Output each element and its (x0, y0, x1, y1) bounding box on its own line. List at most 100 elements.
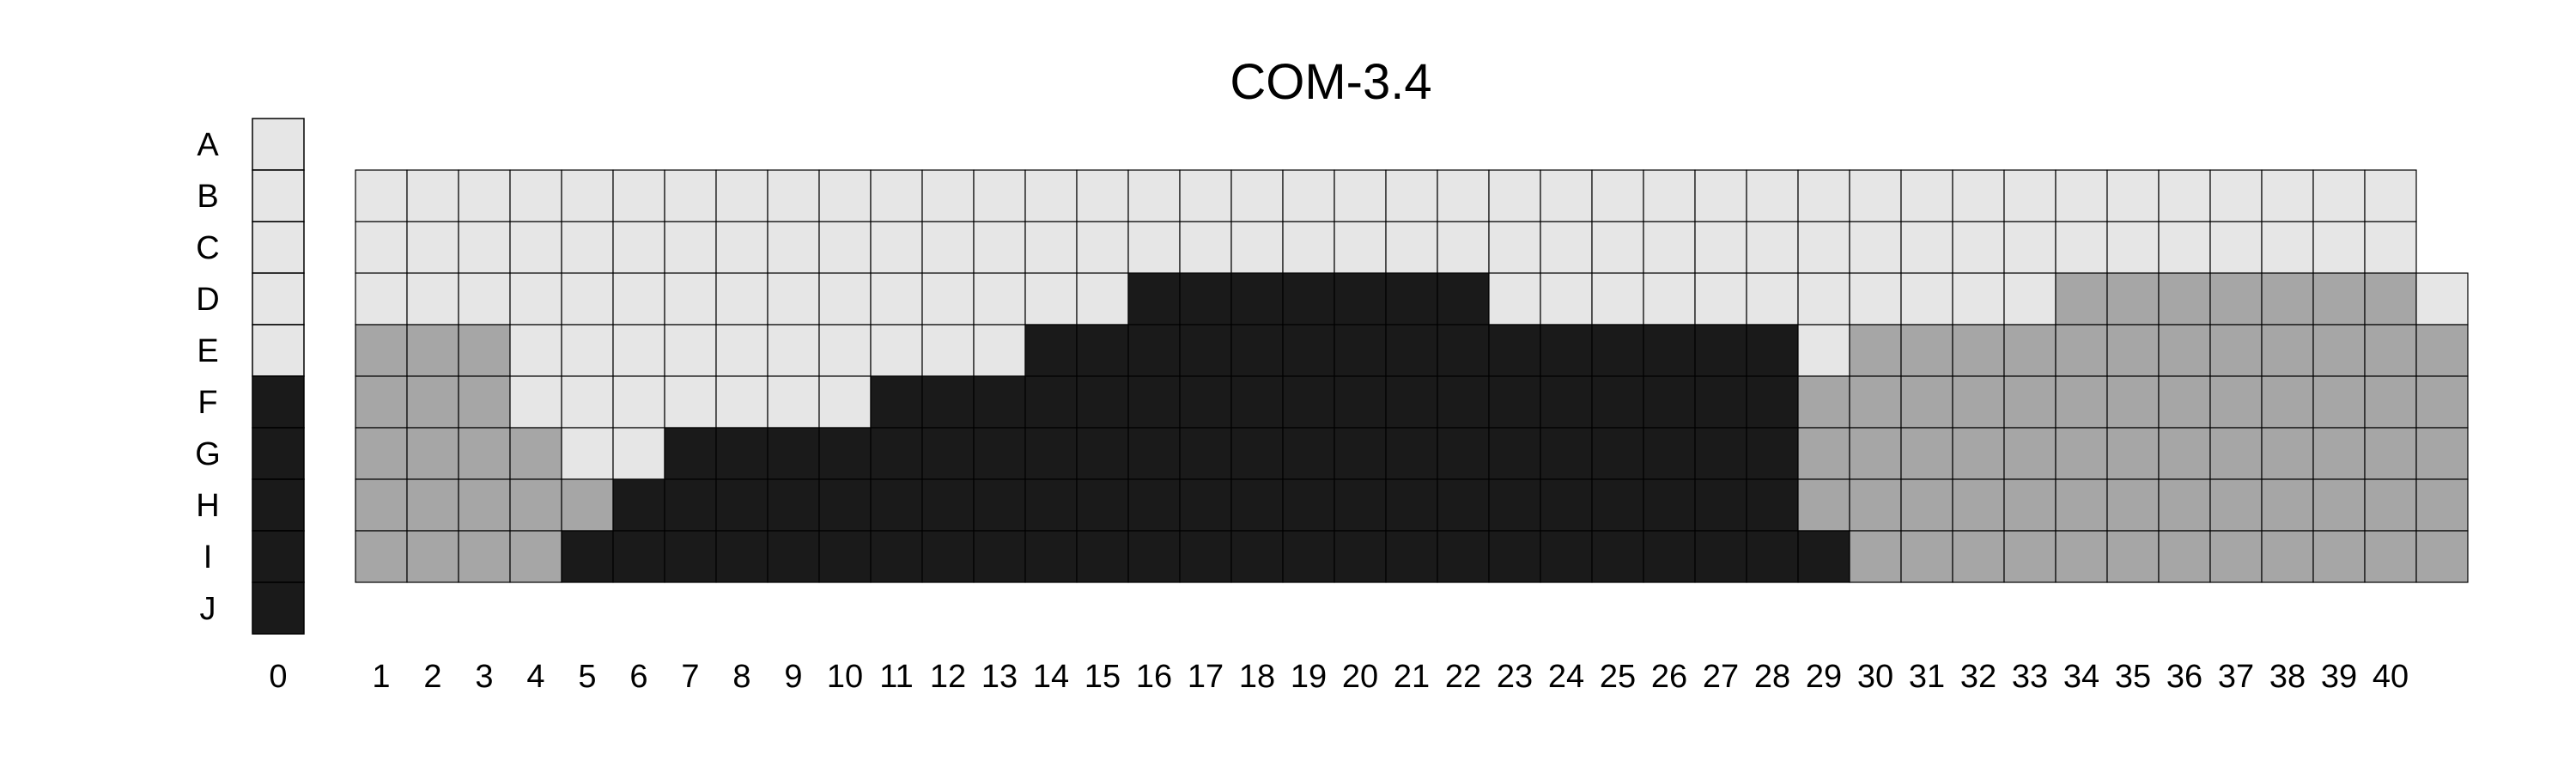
column-label-2: 2 (423, 659, 441, 695)
row-label-h: H (196, 488, 219, 524)
cell-h-31 (1900, 478, 1953, 532)
cell-h-16 (1127, 478, 1181, 532)
cell-d-1 (355, 272, 408, 326)
cell-h-20 (1334, 478, 1387, 532)
cell-d-3 (458, 272, 511, 326)
column-label-40: 40 (2372, 659, 2409, 695)
cell-h-34 (2055, 478, 2108, 532)
cell-c-6 (612, 221, 665, 274)
column-label-30: 30 (1857, 659, 1893, 695)
cell-c-10 (818, 221, 872, 274)
row-label-g: G (195, 436, 221, 472)
cell-g-40 (2364, 427, 2417, 480)
cell-d-33 (2003, 272, 2057, 326)
cell-b-38 (2261, 169, 2314, 222)
cell-f-9 (767, 375, 820, 429)
cell-i-26 (1643, 530, 1696, 583)
cell-f-20 (1334, 375, 1387, 429)
column-label-10: 10 (827, 659, 863, 695)
column-label-39: 39 (2321, 659, 2357, 695)
cell-e-7 (664, 324, 717, 377)
row-label-c: C (196, 230, 219, 266)
cell-e-39 (2312, 324, 2366, 377)
cell-c-15 (1076, 221, 1129, 274)
cell-i-27 (1694, 530, 1747, 583)
cell-h-35 (2106, 478, 2160, 532)
cell-h-10 (818, 478, 872, 532)
cell-h-32 (1952, 478, 2005, 532)
cell-b-23 (1488, 169, 1541, 222)
cell-g-2 (406, 427, 459, 480)
cell-g-11 (870, 427, 923, 480)
column-label-3: 3 (475, 659, 493, 695)
cell-c-5 (561, 221, 614, 274)
cell-c-32 (1952, 221, 2005, 274)
cell-i-34 (2055, 530, 2108, 583)
cell-d-27 (1694, 272, 1747, 326)
cell-d-14 (1024, 272, 1078, 326)
cell-h-18 (1230, 478, 1284, 532)
column-label-12: 12 (930, 659, 966, 695)
cell-g-36 (2158, 427, 2211, 480)
cell-h-undefined (2415, 478, 2469, 532)
cell-f-19 (1282, 375, 1335, 429)
cell-e-9 (767, 324, 820, 377)
column-label-24: 24 (1548, 659, 1584, 695)
cell-c-21 (1385, 221, 1438, 274)
cell-b-33 (2003, 169, 2057, 222)
cell-d-24 (1540, 272, 1593, 326)
cell-c-22 (1437, 221, 1490, 274)
cell-d-19 (1282, 272, 1335, 326)
cell-g-7 (664, 427, 717, 480)
cell-h-22 (1437, 478, 1490, 532)
cell-d-6 (612, 272, 665, 326)
cell-h-17 (1179, 478, 1232, 532)
cell-c-9 (767, 221, 820, 274)
cell-c-2 (406, 221, 459, 274)
cell-d-21 (1385, 272, 1438, 326)
cell-g-8 (715, 427, 769, 480)
cell-g-20 (1334, 427, 1387, 480)
cell-g-3 (458, 427, 511, 480)
cell-f-27 (1694, 375, 1747, 429)
cell-d-32 (1952, 272, 2005, 326)
cell-h-23 (1488, 478, 1541, 532)
cell-b-19 (1282, 169, 1335, 222)
control-cell-d (252, 272, 305, 326)
column-label-17: 17 (1188, 659, 1224, 695)
cell-i-23 (1488, 530, 1541, 583)
cell-h-26 (1643, 478, 1696, 532)
cell-g-9 (767, 427, 820, 480)
cell-h-14 (1024, 478, 1078, 532)
cell-e-25 (1591, 324, 1644, 377)
cell-c-16 (1127, 221, 1181, 274)
cell-e-19 (1282, 324, 1335, 377)
cell-f-18 (1230, 375, 1284, 429)
cell-g-38 (2261, 427, 2314, 480)
cell-e-30 (1849, 324, 1902, 377)
cell-f-8 (715, 375, 769, 429)
cell-i-10 (818, 530, 872, 583)
cell-d-29 (1797, 272, 1850, 326)
cell-d-17 (1179, 272, 1232, 326)
cell-c-25 (1591, 221, 1644, 274)
cell-g-26 (1643, 427, 1696, 480)
cell-f-2 (406, 375, 459, 429)
cell-e-8 (715, 324, 769, 377)
cell-c-1 (355, 221, 408, 274)
cell-e-6 (612, 324, 665, 377)
cell-f-32 (1952, 375, 2005, 429)
column-label-11: 11 (879, 659, 913, 695)
cell-h-4 (509, 478, 562, 532)
cell-e-4 (509, 324, 562, 377)
column-label-32: 32 (1960, 659, 1996, 695)
cell-f-29 (1797, 375, 1850, 429)
cell-b-7 (664, 169, 717, 222)
control-cell-e (252, 324, 305, 377)
cell-h-38 (2261, 478, 2314, 532)
cell-e-13 (973, 324, 1026, 377)
cell-e-31 (1900, 324, 1953, 377)
cell-e-37 (2209, 324, 2263, 377)
cell-g-21 (1385, 427, 1438, 480)
cell-g-14 (1024, 427, 1078, 480)
